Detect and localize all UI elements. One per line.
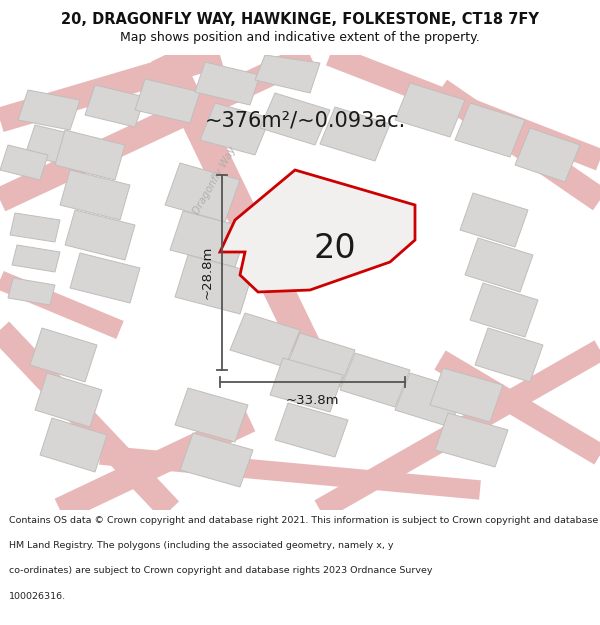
Polygon shape <box>180 433 253 487</box>
Polygon shape <box>395 83 465 137</box>
Polygon shape <box>0 145 48 180</box>
Polygon shape <box>260 93 330 145</box>
Text: ~33.8m: ~33.8m <box>286 394 339 407</box>
Polygon shape <box>35 373 102 427</box>
Text: 20, DRAGONFLY WAY, HAWKINGE, FOLKESTONE, CT18 7FY: 20, DRAGONFLY WAY, HAWKINGE, FOLKESTONE,… <box>61 12 539 27</box>
Polygon shape <box>285 333 355 387</box>
Text: ~28.8m: ~28.8m <box>201 246 214 299</box>
Polygon shape <box>395 373 465 427</box>
Polygon shape <box>8 278 55 305</box>
Polygon shape <box>270 358 343 412</box>
Polygon shape <box>60 170 130 220</box>
Polygon shape <box>165 163 240 222</box>
Polygon shape <box>460 193 528 247</box>
Polygon shape <box>515 128 580 182</box>
Polygon shape <box>230 313 300 367</box>
Polygon shape <box>435 413 508 467</box>
Text: ~376m²/~0.093ac.: ~376m²/~0.093ac. <box>205 110 406 130</box>
Text: HM Land Registry. The polygons (including the associated geometry, namely x, y: HM Land Registry. The polygons (includin… <box>9 541 394 550</box>
Polygon shape <box>465 238 533 292</box>
Polygon shape <box>55 130 125 180</box>
Text: 100026316.: 100026316. <box>9 592 66 601</box>
Polygon shape <box>195 62 260 105</box>
Polygon shape <box>470 283 538 337</box>
Polygon shape <box>10 213 60 242</box>
Polygon shape <box>255 55 320 93</box>
Polygon shape <box>18 90 80 130</box>
Text: Map shows position and indicative extent of the property.: Map shows position and indicative extent… <box>120 31 480 44</box>
Polygon shape <box>340 353 410 407</box>
Polygon shape <box>40 418 107 472</box>
Text: 20: 20 <box>314 231 356 264</box>
Polygon shape <box>12 245 60 272</box>
Text: Dragonfly Way: Dragonfly Way <box>191 144 238 216</box>
Polygon shape <box>200 103 270 155</box>
Polygon shape <box>275 403 348 457</box>
Polygon shape <box>135 79 200 123</box>
Polygon shape <box>475 328 543 382</box>
Polygon shape <box>85 85 145 127</box>
Polygon shape <box>175 388 248 442</box>
Polygon shape <box>455 103 525 157</box>
Polygon shape <box>320 107 390 161</box>
Polygon shape <box>220 170 415 292</box>
Text: Contains OS data © Crown copyright and database right 2021. This information is : Contains OS data © Crown copyright and d… <box>9 516 600 525</box>
Polygon shape <box>175 255 253 314</box>
Polygon shape <box>430 368 503 422</box>
Polygon shape <box>30 328 97 382</box>
Polygon shape <box>70 253 140 303</box>
Polygon shape <box>170 211 248 267</box>
Polygon shape <box>25 125 85 167</box>
Polygon shape <box>65 210 135 260</box>
Text: co-ordinates) are subject to Crown copyright and database rights 2023 Ordnance S: co-ordinates) are subject to Crown copyr… <box>9 566 433 576</box>
